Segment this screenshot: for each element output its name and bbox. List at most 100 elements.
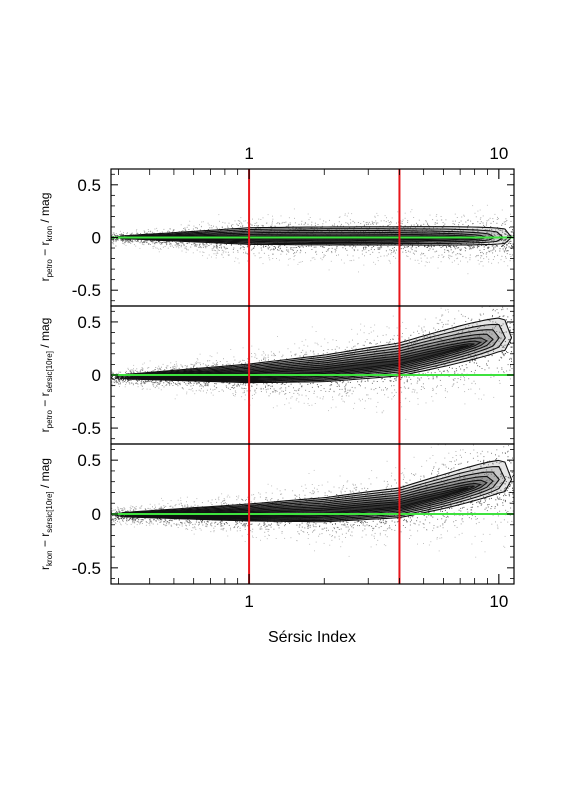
scatter-point	[395, 344, 397, 346]
scatter-point	[254, 243, 256, 245]
scatter-point	[223, 250, 225, 252]
scatter-point	[128, 379, 130, 381]
scatter-point	[185, 229, 187, 231]
scatter-point	[311, 326, 313, 328]
scatter-point	[348, 395, 350, 397]
scatter-point	[404, 229, 406, 231]
scatter-point	[186, 249, 188, 251]
scatter-point	[157, 384, 159, 385]
scatter-point	[277, 222, 279, 223]
scatter-point	[148, 244, 150, 245]
scatter-point	[493, 238, 495, 240]
scatter-point	[387, 396, 389, 398]
scatter-point	[284, 393, 286, 395]
scatter-point	[404, 212, 406, 214]
scatter-point	[421, 252, 423, 254]
scatter-point	[451, 229, 453, 231]
scatter-point	[426, 364, 428, 366]
scatter-point	[389, 226, 391, 228]
scatter-point	[121, 233, 123, 235]
scatter-point	[198, 382, 200, 384]
scatter-point	[138, 379, 140, 381]
scatter-point	[453, 379, 455, 381]
scatter-point	[240, 244, 242, 246]
scatter-point	[215, 360, 217, 362]
scatter-point	[392, 315, 394, 317]
scatter-point	[281, 222, 283, 224]
scatter-point	[151, 231, 153, 233]
scatter-point	[162, 246, 164, 248]
scatter-point	[349, 260, 351, 262]
scatter-point	[260, 247, 262, 249]
scatter-point	[400, 378, 402, 380]
scatter-point	[364, 255, 365, 257]
scatter-point	[122, 379, 124, 380]
scatter-point	[468, 245, 470, 247]
scatter-point	[286, 253, 288, 255]
scatter-point	[391, 352, 393, 354]
scatter-point	[127, 242, 129, 244]
scatter-point	[460, 379, 462, 381]
scatter-point	[378, 231, 380, 233]
scatter-point	[408, 376, 410, 378]
scatter-point	[327, 234, 329, 236]
scatter-point	[112, 232, 114, 234]
scatter-point	[503, 347, 505, 348]
scatter-point	[224, 247, 226, 249]
scatter-point	[186, 242, 188, 244]
scatter-point	[270, 388, 271, 390]
scatter-point	[255, 233, 257, 235]
scatter-point	[441, 278, 442, 279]
scatter-point	[186, 248, 187, 250]
scatter-point	[501, 357, 503, 359]
scatter-point	[479, 388, 481, 390]
scatter-point	[411, 343, 413, 345]
scatter-point	[416, 231, 418, 233]
scatter-point	[290, 248, 292, 250]
scatter-point	[170, 228, 171, 230]
scatter-point	[320, 370, 322, 372]
scatter-point	[330, 407, 332, 409]
scatter-point	[140, 240, 142, 242]
scatter-point	[408, 387, 410, 389]
scatter-point	[442, 246, 444, 248]
scatter-point	[206, 257, 208, 259]
scatter-point	[440, 216, 442, 217]
scatter-point	[410, 243, 412, 245]
scatter-point	[447, 323, 449, 325]
scatter-point	[169, 231, 171, 233]
scatter-point	[353, 259, 355, 261]
scatter-point	[499, 248, 501, 250]
scatter-point	[305, 371, 307, 373]
scatter-point	[288, 385, 290, 387]
scatter-point	[411, 391, 413, 393]
scatter-point	[463, 375, 464, 377]
scatter-point	[314, 258, 316, 260]
scatter-point	[460, 253, 462, 255]
scatter-point	[396, 327, 398, 329]
scatter-point	[351, 347, 353, 349]
scatter-point	[338, 347, 340, 349]
scatter-point	[160, 248, 161, 250]
scatter-point	[267, 385, 269, 387]
scatter-point	[357, 373, 359, 375]
scatter-point	[360, 323, 362, 325]
scatter-point	[452, 328, 454, 329]
scatter-point	[154, 243, 156, 245]
scatter-point	[216, 363, 218, 365]
scatter-point	[124, 381, 126, 382]
scatter-point	[394, 369, 396, 371]
scatter-point	[479, 335, 481, 337]
scatter-point	[115, 233, 117, 235]
scatter-point	[204, 244, 206, 246]
scatter-point	[490, 226, 492, 228]
scatter-point	[296, 365, 298, 367]
scatter-point	[232, 249, 234, 250]
scatter-point	[286, 372, 288, 373]
scatter-point	[351, 328, 353, 330]
scatter-point	[341, 376, 343, 378]
scatter-point	[205, 383, 207, 385]
scatter-point	[393, 381, 395, 382]
scatter-point	[461, 238, 463, 240]
scatter-point	[507, 234, 509, 236]
